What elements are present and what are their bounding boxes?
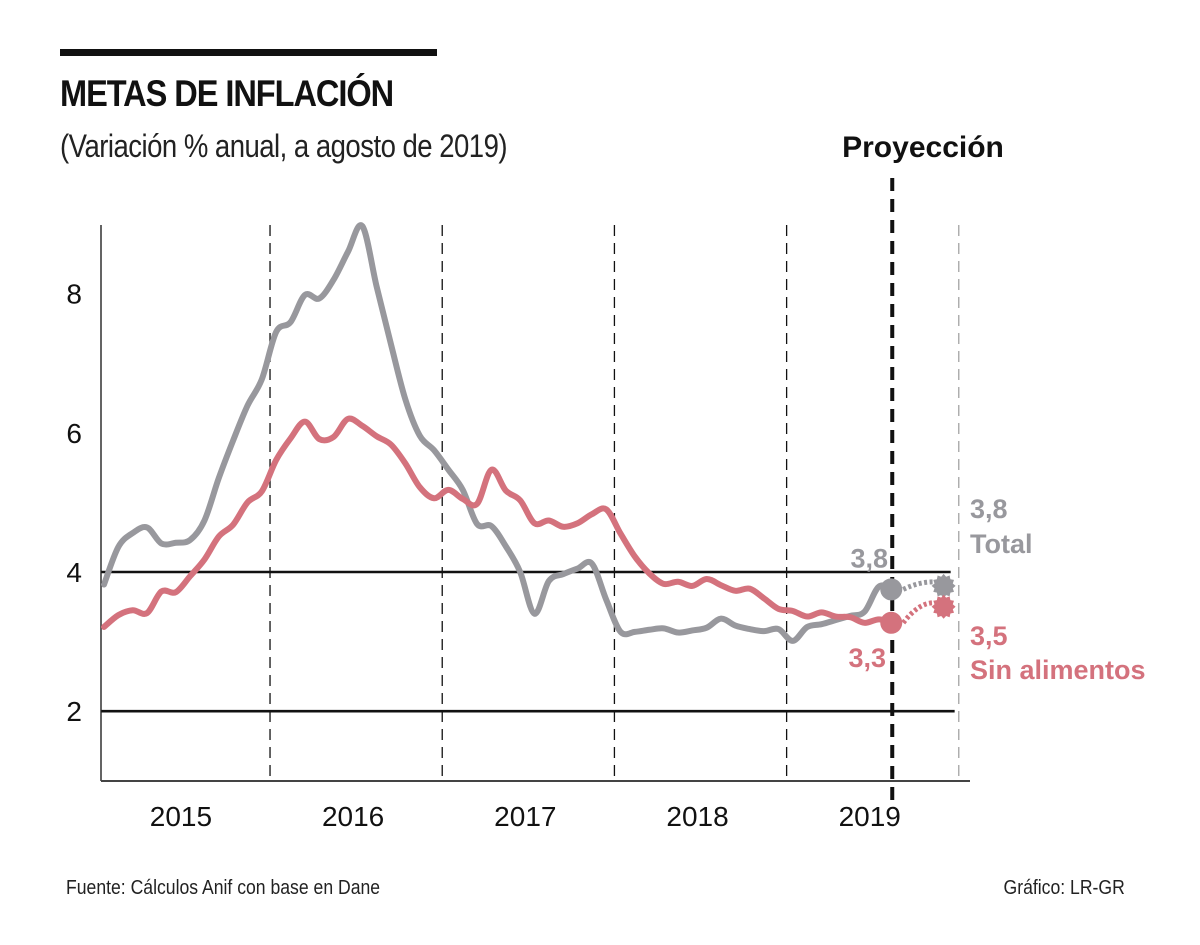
projection-layer xyxy=(880,178,956,807)
source-note: Fuente: Cálculos Anif con base en Dane xyxy=(66,877,381,899)
total-last-value-label: 3,8 xyxy=(850,543,888,573)
projection-connector-sin-alimentos xyxy=(901,600,934,625)
x-tick-label: 2018 xyxy=(666,801,728,832)
projected-point-sin-alimentos xyxy=(931,594,956,619)
sin-alimentos-projected-value-label: 3,5 xyxy=(970,621,1008,651)
y-tick-label: 2 xyxy=(66,696,82,727)
x-tick-label: 2015 xyxy=(150,801,212,832)
x-tick-label: 2019 xyxy=(839,801,901,832)
total-projected-value-label: 3,8 xyxy=(970,494,1008,524)
x-tick-label: 2017 xyxy=(494,801,556,832)
sin-alimentos-last-value-label: 3,3 xyxy=(848,643,886,673)
graphic-credit: Gráfico: LR-GR xyxy=(1003,877,1125,899)
total-series-label: Total xyxy=(970,529,1033,559)
reference-lines xyxy=(101,570,955,713)
sin-alimentos-series-label: Sin alimentos xyxy=(970,655,1146,685)
last-point-total xyxy=(880,578,903,601)
title-rule xyxy=(60,49,437,56)
y-tick-label: 6 xyxy=(66,418,82,449)
labels-layer: Proyección 3,8 3,3 3,8 Total 3,5 Sin alimentos xyxy=(842,131,1145,685)
axes: 2 4 6 8 2015 2016 2017 2018 2019 xyxy=(66,225,970,832)
series-layer xyxy=(101,222,897,644)
chart-title: METAS DE INFLACIÓN xyxy=(60,73,394,114)
x-tick-label: 2016 xyxy=(322,801,384,832)
y-tick-label: 4 xyxy=(66,557,82,588)
grid-layer xyxy=(269,225,960,781)
projection-label: Proyección xyxy=(842,131,1004,164)
chart-subtitle: (Variación % anual, a agosto de 2019) xyxy=(60,128,508,164)
series-line-sin-alimentos xyxy=(101,415,897,630)
y-tick-label: 8 xyxy=(66,279,82,310)
projection-connector-total xyxy=(902,579,934,592)
series-line-total xyxy=(101,222,897,644)
last-point-sin-alimentos xyxy=(880,611,903,634)
projected-point-total xyxy=(931,573,956,598)
